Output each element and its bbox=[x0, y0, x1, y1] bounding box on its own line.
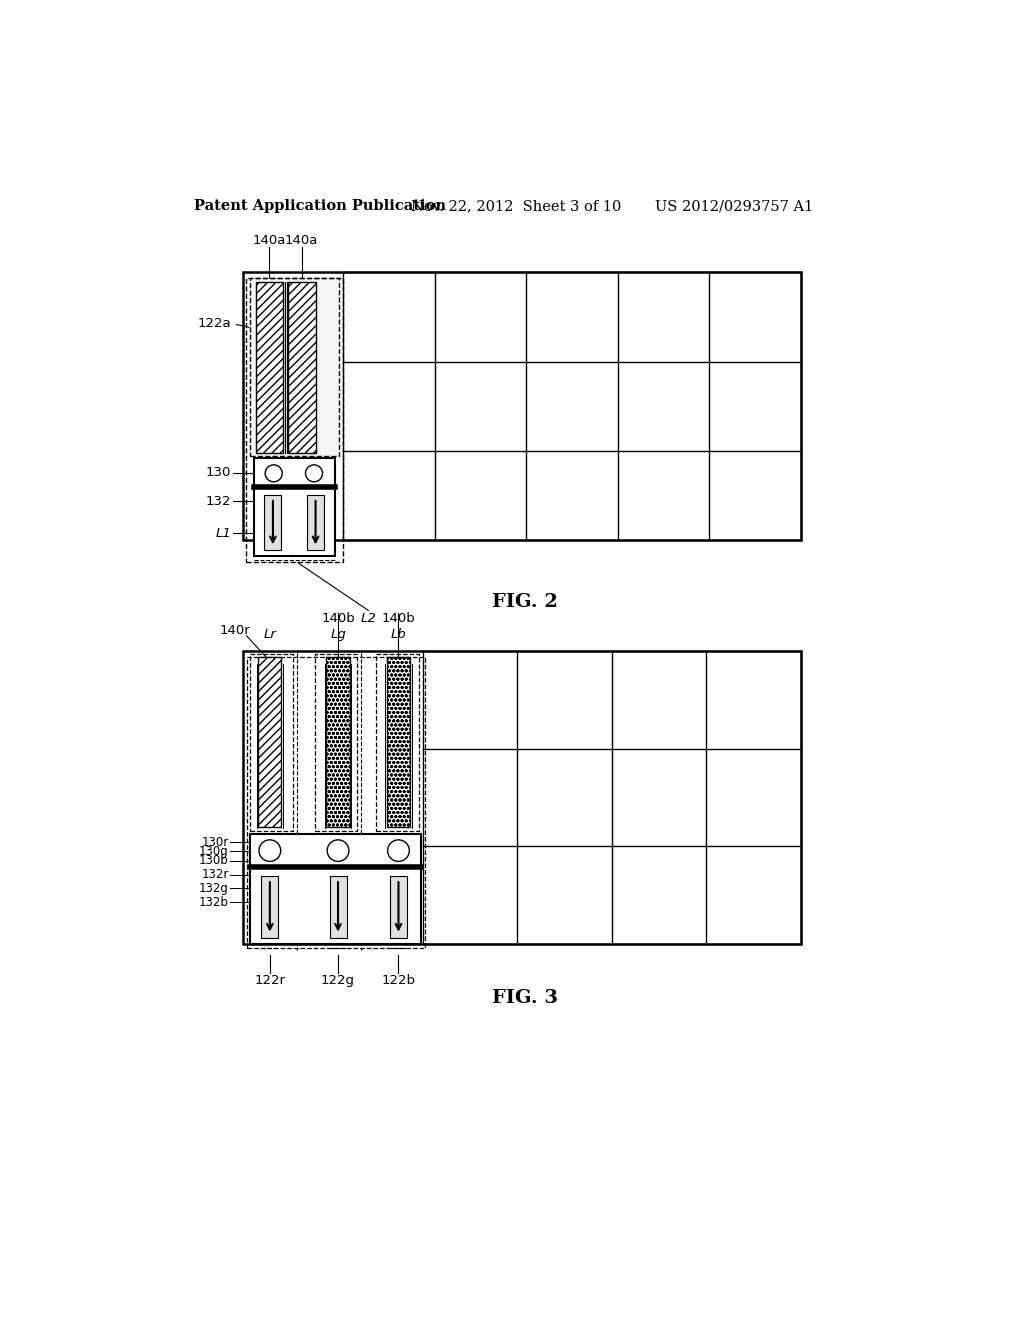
Bar bbox=[251, 867, 421, 944]
Bar bbox=[327, 657, 349, 826]
Text: 140r: 140r bbox=[219, 624, 250, 638]
Text: L2: L2 bbox=[360, 611, 376, 624]
Circle shape bbox=[265, 465, 283, 482]
Text: 130: 130 bbox=[206, 466, 231, 479]
Bar bbox=[254, 458, 335, 487]
Text: US 2012/0293757 A1: US 2012/0293757 A1 bbox=[655, 199, 813, 213]
Bar bbox=[250, 277, 339, 457]
Bar bbox=[261, 876, 279, 937]
Text: 122a: 122a bbox=[198, 317, 231, 330]
Text: 132g: 132g bbox=[199, 882, 228, 895]
Bar bbox=[330, 876, 346, 937]
Text: 122r: 122r bbox=[254, 974, 286, 987]
Bar bbox=[258, 657, 282, 826]
Bar bbox=[387, 657, 410, 826]
Bar bbox=[307, 495, 324, 550]
Bar bbox=[376, 653, 419, 830]
Bar bbox=[289, 281, 315, 453]
Text: 130g: 130g bbox=[199, 845, 228, 858]
Bar bbox=[251, 834, 421, 867]
Bar bbox=[390, 876, 407, 937]
Text: FIG. 3: FIG. 3 bbox=[492, 989, 558, 1007]
Text: 122b: 122b bbox=[382, 974, 416, 987]
Bar bbox=[314, 653, 357, 830]
Text: Lg: Lg bbox=[330, 628, 346, 640]
Circle shape bbox=[259, 840, 281, 862]
Bar bbox=[243, 272, 801, 540]
Bar bbox=[256, 281, 283, 453]
Text: 140b: 140b bbox=[382, 612, 416, 626]
Bar bbox=[243, 651, 801, 944]
Text: 122g: 122g bbox=[322, 974, 355, 987]
Text: 132b: 132b bbox=[199, 896, 228, 908]
Bar bbox=[251, 653, 293, 830]
Text: Lr: Lr bbox=[263, 628, 276, 640]
Text: 130b: 130b bbox=[199, 854, 228, 867]
Circle shape bbox=[388, 840, 410, 862]
Text: Lb: Lb bbox=[390, 628, 407, 640]
Text: 140a: 140a bbox=[252, 234, 286, 247]
Text: Nov. 22, 2012  Sheet 3 of 10: Nov. 22, 2012 Sheet 3 of 10 bbox=[411, 199, 622, 213]
Bar bbox=[264, 495, 282, 550]
Bar bbox=[247, 657, 425, 948]
Text: 140a: 140a bbox=[285, 234, 318, 247]
Text: 132: 132 bbox=[206, 495, 231, 508]
Text: 132r: 132r bbox=[202, 869, 228, 880]
Circle shape bbox=[305, 465, 323, 482]
Text: 130r: 130r bbox=[202, 836, 228, 849]
Text: Patent Application Publication: Patent Application Publication bbox=[194, 199, 445, 213]
Circle shape bbox=[328, 840, 349, 862]
Text: 140b: 140b bbox=[322, 612, 355, 626]
Bar bbox=[254, 487, 335, 557]
Text: L1: L1 bbox=[215, 527, 231, 540]
Text: FIG. 2: FIG. 2 bbox=[492, 593, 558, 611]
Bar bbox=[246, 277, 343, 562]
